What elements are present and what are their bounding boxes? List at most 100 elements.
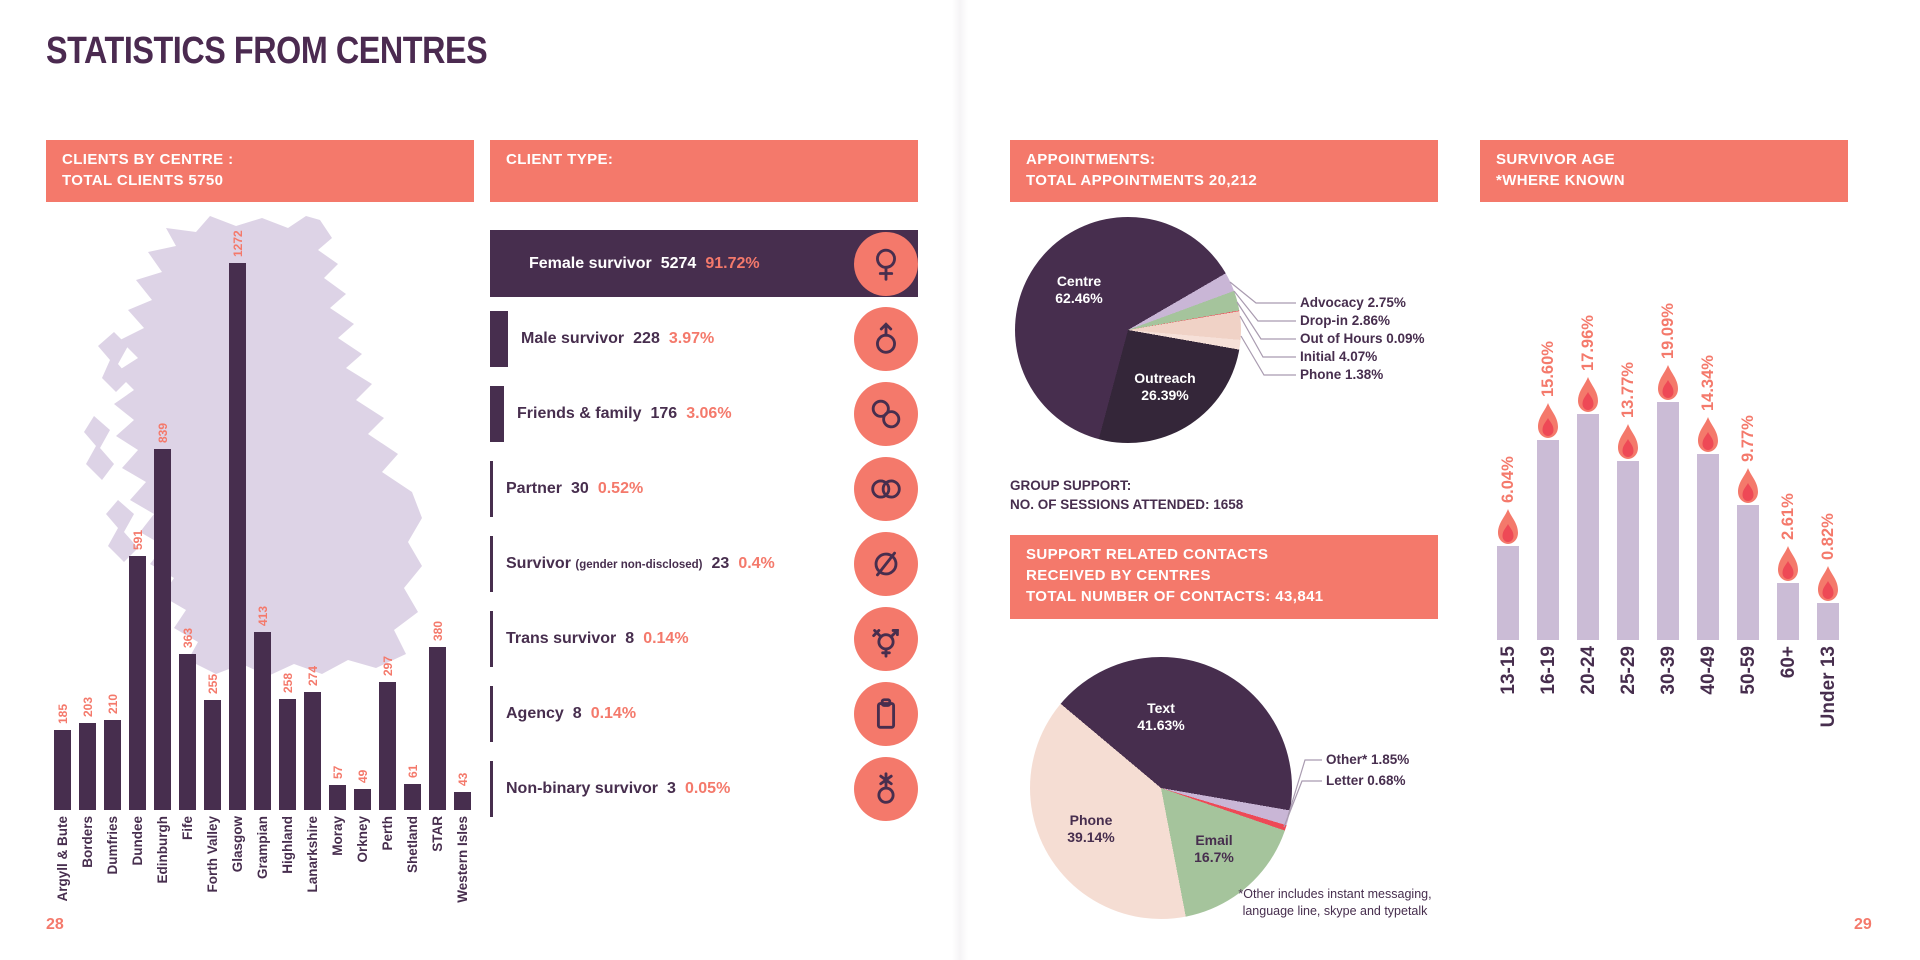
age-pct-label: 17.96% bbox=[1578, 315, 1597, 371]
age-category-label: 40-49 bbox=[1697, 646, 1719, 695]
survivor-age-title: SURVIVOR AGE bbox=[1496, 151, 1615, 168]
partner-icon bbox=[854, 456, 918, 521]
support-contacts-header: SUPPORT RELATED CONTACTS RECEIVED BY CEN… bbox=[1010, 535, 1438, 619]
pie-slice-label-email: Email 16.7% bbox=[1194, 832, 1234, 865]
client-type-bar bbox=[490, 310, 508, 367]
centre-bar-label: Borders bbox=[80, 816, 95, 868]
candle-flame-icon bbox=[1578, 377, 1598, 413]
centre-bar-value: 363 bbox=[180, 627, 195, 648]
pie-slice-label-outofhours: Out of Hours 0.09% bbox=[1300, 331, 1425, 346]
centre-bar bbox=[104, 720, 121, 810]
non-binary-icon bbox=[854, 756, 918, 821]
centre-bar-value: 203 bbox=[80, 696, 95, 717]
age-pct-label: 0.82% bbox=[1818, 513, 1837, 560]
client-type-bar bbox=[490, 385, 504, 442]
centre-bar-value: 839 bbox=[155, 422, 170, 443]
age-bar bbox=[1697, 454, 1719, 640]
client-type-row: Friends & family 176 3.06% bbox=[490, 376, 918, 451]
candle-flame-icon bbox=[1538, 403, 1558, 439]
age-bar bbox=[1777, 583, 1799, 640]
pie-slice-label-initial: Initial 4.07% bbox=[1300, 349, 1378, 364]
centre-bar bbox=[79, 723, 96, 810]
support-contacts-pie: Text 41.63% Phone 39.14% Email 16.7% bbox=[1030, 657, 1292, 919]
age-bar bbox=[1497, 546, 1519, 640]
age-category-label: 16-19 bbox=[1537, 646, 1559, 695]
appointments-subtitle: TOTAL APPOINTMENTS 20,212 bbox=[1026, 172, 1258, 189]
appointments-header: APPOINTMENTS: TOTAL APPOINTMENTS 20,212 bbox=[1010, 140, 1438, 202]
centre-bar-value: 1272 bbox=[230, 230, 245, 257]
gender-non-disclosed-icon bbox=[854, 531, 918, 596]
centre-bar-value: 255 bbox=[205, 673, 220, 694]
support-contacts-title: SUPPORT RELATED CONTACTS bbox=[1026, 546, 1269, 563]
centre-bar-label: Orkney bbox=[355, 816, 370, 863]
client-type-list: Female survivor 5274 91.72% Male survivor 2… bbox=[490, 226, 918, 826]
age-pct-label: 9.77% bbox=[1738, 415, 1757, 462]
client-type-row: Female survivor 5274 91.72% bbox=[490, 226, 918, 301]
pie-slice-label-centre: Centre 62.46% bbox=[1055, 273, 1103, 306]
client-type-row: Male survivor 228 3.97% bbox=[490, 301, 918, 376]
appointments-title: APPOINTMENTS: bbox=[1026, 151, 1156, 168]
centre-bar-label: Highland bbox=[280, 816, 295, 874]
centre-bar-label: Forth Valley bbox=[205, 816, 220, 893]
centre-bar bbox=[354, 789, 371, 810]
age-category-label: Under 13 bbox=[1817, 646, 1839, 728]
centre-bar bbox=[279, 699, 296, 810]
centre-bar-label: Lanarkshire bbox=[305, 816, 320, 893]
age-bar bbox=[1817, 603, 1839, 640]
client-type-row: Partner 30 0.52% bbox=[490, 451, 918, 526]
centre-bar-value: 43 bbox=[455, 772, 470, 786]
centre-bar bbox=[404, 784, 421, 810]
candle-flame-icon bbox=[1818, 566, 1838, 602]
age-pct-label: 2.61% bbox=[1778, 493, 1797, 540]
centre-bar-label: Glasgow bbox=[230, 816, 245, 873]
age-bar bbox=[1617, 461, 1639, 640]
centre-bar bbox=[379, 682, 396, 810]
candle-flame-icon bbox=[1778, 546, 1798, 582]
age-pct-label: 19.09% bbox=[1658, 303, 1677, 359]
page-fold bbox=[952, 0, 968, 960]
centre-bar-label: Dumfries bbox=[105, 816, 120, 875]
centre-bar bbox=[54, 730, 71, 810]
client-type-bar bbox=[490, 460, 493, 517]
age-pct-label: 13.77% bbox=[1618, 362, 1637, 418]
candle-flame-icon bbox=[1658, 365, 1678, 401]
client-type-row: Trans survivor 8 0.14% bbox=[490, 601, 918, 676]
centre-bar bbox=[129, 556, 146, 810]
pie-slice-label-letter: Letter 0.68% bbox=[1326, 773, 1406, 788]
centre-bar-label: Shetland bbox=[405, 816, 420, 874]
support-contacts-total: TOTAL NUMBER OF CONTACTS: 43,841 bbox=[1026, 588, 1324, 605]
centre-bar-value: 591 bbox=[130, 529, 145, 550]
client-type-bar bbox=[490, 535, 493, 592]
pie-slice-label-advocacy: Advocacy 2.75% bbox=[1300, 295, 1406, 310]
age-pct-label: 15.60% bbox=[1538, 341, 1557, 397]
client-type-header: CLIENT TYPE: bbox=[490, 140, 918, 202]
centre-bar bbox=[304, 692, 321, 810]
centre-bar-value: 413 bbox=[255, 605, 270, 626]
age-category-label: 60+ bbox=[1777, 646, 1799, 679]
centre-bar-value: 61 bbox=[405, 764, 420, 778]
pie-slice-label-outreach: Outreach 26.39% bbox=[1134, 370, 1196, 403]
client-type-title: CLIENT TYPE: bbox=[506, 151, 614, 168]
age-bar bbox=[1537, 440, 1559, 640]
age-category-label: 30-39 bbox=[1657, 646, 1679, 695]
group-support-note: GROUP SUPPORT: NO. OF SESSIONS ATTENDED:… bbox=[1010, 478, 1244, 512]
appointments-pie: Centre 62.46% Outreach 26.39% bbox=[1015, 217, 1241, 443]
candle-flame-icon bbox=[1698, 417, 1718, 453]
age-pct-label: 6.04% bbox=[1498, 456, 1517, 503]
pie-slice-label-text: Text 41.63% bbox=[1137, 700, 1185, 733]
centre-bar-value: 380 bbox=[430, 620, 445, 641]
pie-slice-label-other: Other* 1.85% bbox=[1326, 752, 1410, 767]
trans-icon bbox=[854, 606, 918, 671]
centre-bar-label: Western Isles bbox=[455, 816, 470, 903]
client-type-row: Agency 8 0.14% bbox=[490, 676, 918, 751]
centre-bar-label: Moray bbox=[330, 816, 345, 856]
client-type-row: Survivor (gender non-disclosed) 23 0.4% bbox=[490, 526, 918, 601]
age-category-label: 13-15 bbox=[1497, 646, 1519, 695]
age-bar bbox=[1657, 402, 1679, 640]
centre-bar bbox=[154, 449, 171, 810]
centre-bar bbox=[204, 700, 221, 810]
age-bar bbox=[1737, 505, 1759, 640]
survivor-age-header: SURVIVOR AGE *WHERE KNOWN bbox=[1480, 140, 1848, 202]
page-number-left: 28 bbox=[46, 916, 64, 933]
clients-by-centre-header: CLIENTS BY CENTRE : TOTAL CLIENTS 5750 bbox=[46, 140, 474, 202]
